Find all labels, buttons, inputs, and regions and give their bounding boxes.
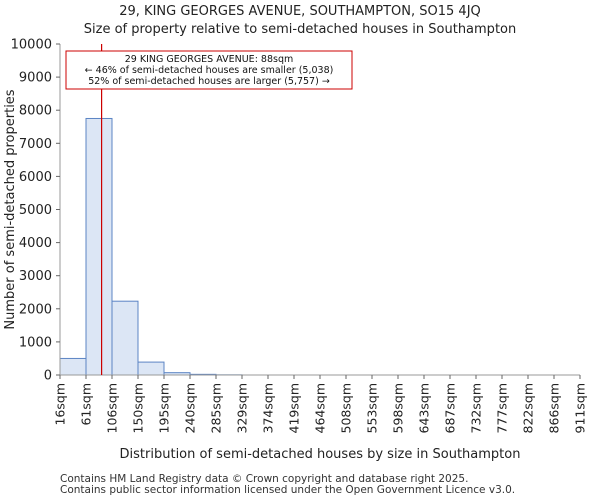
y-ticks: 0 1000 2000 3000 4000 5000 6000 7000 8000 9000 100…: [11, 38, 60, 384]
annotation-line-1: 29 KING GEORGES AVENUE: 88sqm: [125, 54, 293, 65]
annotation-frame: [65, 50, 353, 90]
bar-150sqm: [137, 361, 165, 376]
y-tick-label: 4000: [19, 236, 52, 251]
x-tick-label: 508sqm: [339, 383, 354, 433]
x-tick-label: 822sqm: [521, 383, 536, 433]
x-tick-label: 464sqm: [313, 383, 328, 433]
annotation-box: 29 KING GEORGES AVENUE: 88sqm ← 46% of s…: [65, 50, 353, 90]
y-tick-label: 7000: [19, 137, 52, 152]
x-tick-label: 374sqm: [261, 383, 276, 433]
bar-61sqm: [85, 117, 113, 376]
y-tick-label: 2000: [19, 302, 52, 317]
x-tick-label: 687sqm: [443, 383, 458, 433]
x-tick-label: 419sqm: [287, 383, 302, 433]
x-tick-label: 598sqm: [391, 383, 406, 433]
bar-106sqm: [111, 300, 139, 376]
x-tick-label: 61sqm: [79, 383, 94, 426]
y-tick-label: 10000: [11, 38, 52, 53]
chart-subtitle: Size of property relative to semi-detach…: [83, 22, 517, 37]
x-tick-label: 285sqm: [209, 383, 224, 433]
annotation-line-3: 52% of semi-detached houses are larger (…: [88, 76, 330, 87]
x-tick-label: 732sqm: [469, 383, 484, 433]
y-tick-label: 6000: [19, 170, 52, 185]
x-tick-label: 643sqm: [417, 383, 432, 433]
footer-licence: Contains public sector information licen…: [60, 484, 516, 496]
y-tick-label: 0: [44, 369, 52, 384]
x-tick-label: 195sqm: [157, 383, 172, 433]
x-tick-label: 911sqm: [573, 383, 588, 433]
y-tick-label: 5000: [19, 203, 52, 218]
x-ticks: 16sqm 61sqm 106sqm 150sqm 195sqm 240sqm 285sqm…: [53, 375, 588, 433]
footer-copyright: Contains HM Land Registry data © Crown c…: [60, 473, 469, 485]
x-tick-label: 329sqm: [235, 383, 250, 433]
y-tick-label: 9000: [19, 71, 52, 86]
x-tick-label: 553sqm: [365, 383, 380, 433]
x-tick-label: 240sqm: [183, 383, 198, 433]
bars: [59, 117, 243, 376]
chart-title: 29, KING GEORGES AVENUE, SOUTHAMPTON, SO…: [119, 4, 481, 19]
y-axis-label: Number of semi-detached properties: [3, 89, 18, 329]
x-tick-label: 106sqm: [105, 383, 120, 433]
x-tick-label: 16sqm: [53, 383, 68, 426]
x-tick-label: 866sqm: [547, 383, 562, 433]
x-tick-label: 777sqm: [495, 383, 510, 433]
y-tick-label: 8000: [19, 104, 52, 119]
x-tick-label: 150sqm: [131, 383, 146, 433]
bar-16sqm: [59, 357, 87, 376]
x-axis-label: Distribution of semi-detached houses by …: [120, 447, 521, 462]
annotation-line-2: ← 46% of semi-detached houses are smalle…: [85, 65, 334, 76]
y-tick-label: 3000: [19, 269, 52, 284]
y-tick-label: 1000: [19, 335, 52, 350]
